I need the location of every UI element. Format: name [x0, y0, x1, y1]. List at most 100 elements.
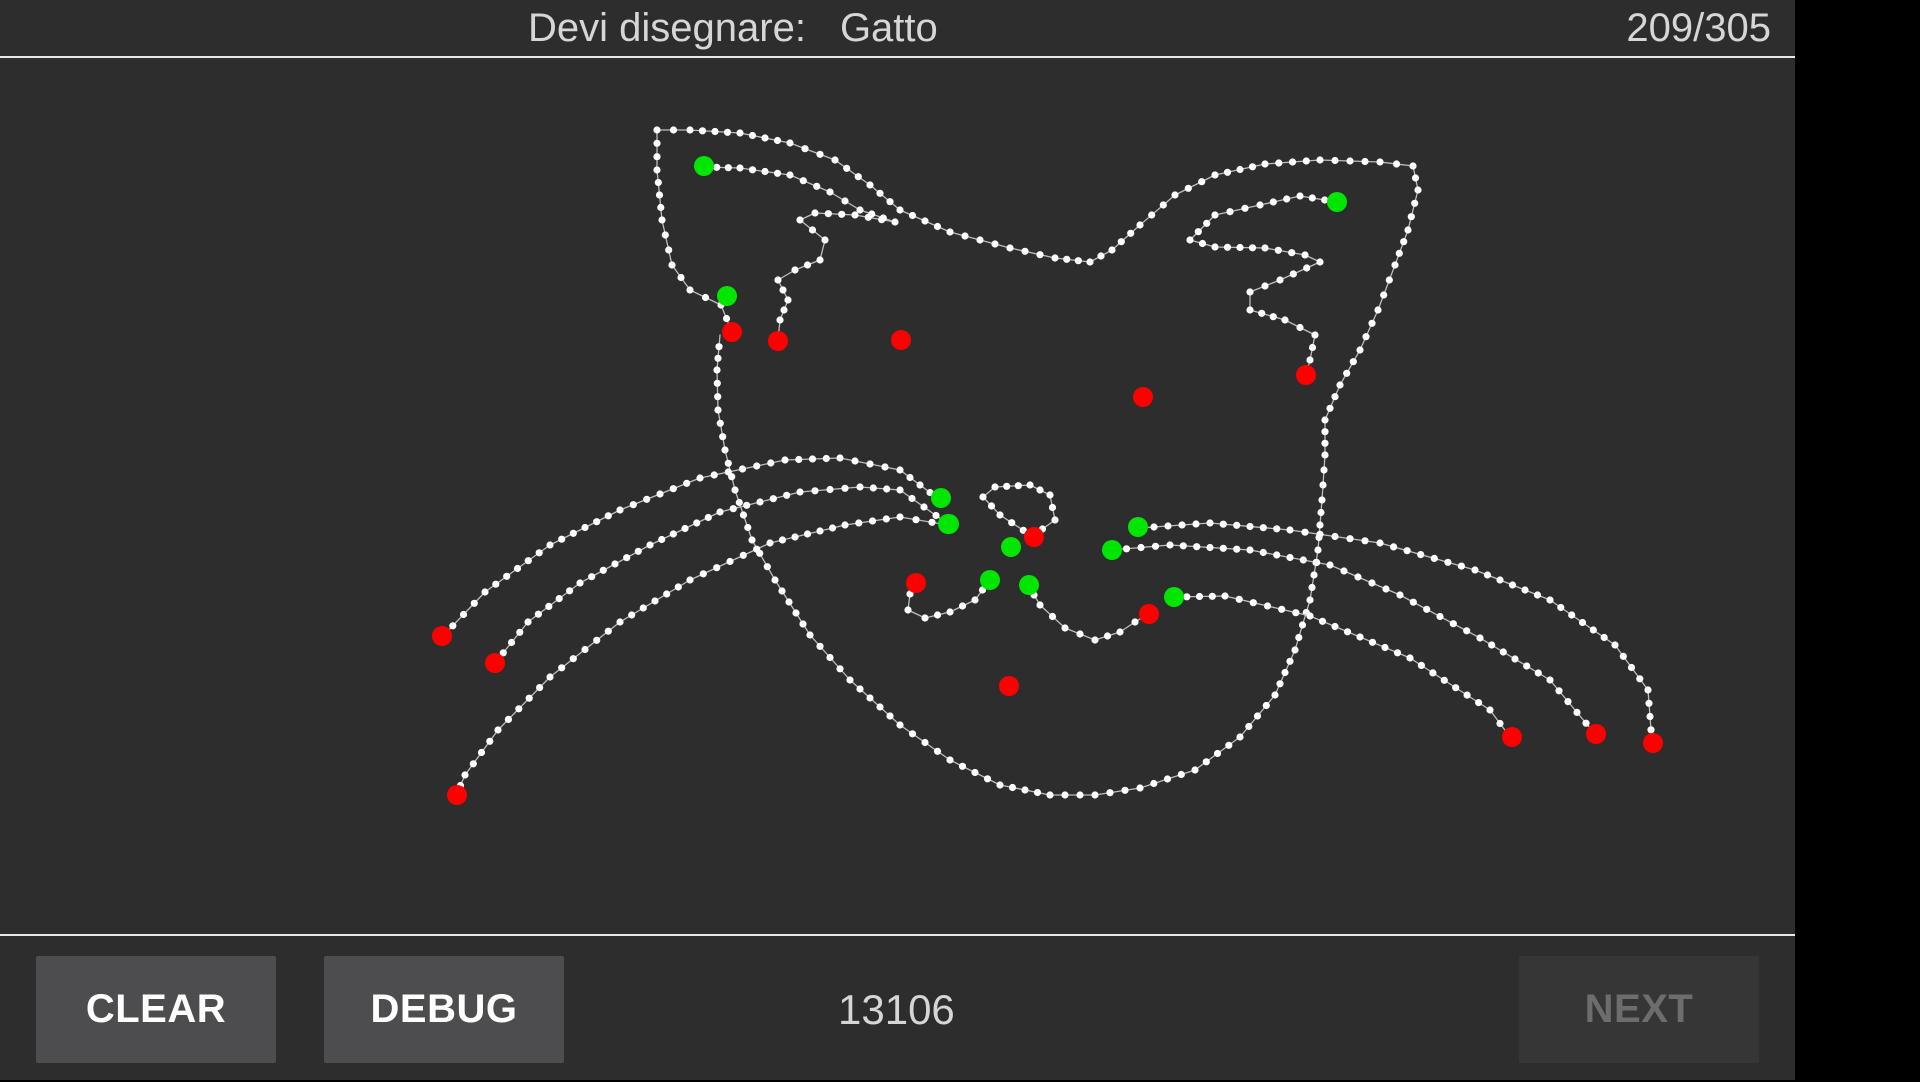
stroke-point	[836, 454, 844, 462]
stroke-point	[1122, 545, 1131, 553]
stroke-point	[1166, 541, 1174, 549]
stroke-point	[1499, 648, 1507, 656]
next-button[interactable]: NEXT	[1519, 956, 1759, 1063]
stroke-point	[1374, 306, 1382, 314]
stroke-point	[1568, 611, 1576, 619]
stroke-point	[639, 604, 647, 612]
stroke-point	[748, 131, 757, 140]
stroke-point	[1213, 749, 1222, 758]
stroke-point	[1003, 482, 1011, 490]
stroke-point	[1452, 684, 1460, 692]
stroke-point	[1521, 586, 1529, 594]
stroke-point	[799, 620, 807, 628]
stroke-point	[958, 602, 967, 610]
stroke-point	[946, 228, 954, 236]
stroke-point	[803, 261, 812, 269]
stroke-point	[856, 206, 864, 214]
stroke-point	[1400, 238, 1408, 246]
stroke-point	[1273, 525, 1281, 533]
stroke-point	[1225, 741, 1233, 749]
stroke-point	[1533, 591, 1542, 599]
stroke-point	[1619, 652, 1627, 660]
stroke-point	[1308, 583, 1316, 592]
stroke-point	[1281, 668, 1289, 677]
stroke-point	[855, 519, 863, 527]
stroke-point	[816, 527, 824, 535]
stroke-point	[1496, 576, 1504, 584]
stroke-end-marker	[1133, 387, 1153, 407]
stroke-point	[971, 768, 979, 777]
stroke-point	[1202, 758, 1210, 766]
stroke-point	[711, 127, 719, 136]
stroke-point	[713, 564, 721, 572]
stroke-point	[1301, 251, 1309, 259]
stroke-point	[1269, 198, 1277, 206]
stroke-point	[721, 446, 729, 454]
stroke-point	[773, 136, 782, 145]
stroke-point	[623, 554, 631, 562]
stroke-point	[1578, 618, 1587, 627]
stroke-point	[1302, 157, 1310, 165]
stroke-point	[1246, 546, 1254, 554]
stroke-point	[882, 515, 890, 523]
stroke-point	[1409, 598, 1417, 606]
stroke-point	[1091, 791, 1099, 799]
stroke-point	[1326, 404, 1334, 412]
stroke-point	[1321, 428, 1329, 436]
stroke-point	[1476, 634, 1484, 642]
stroke-end-marker	[999, 676, 1019, 696]
stroke-point	[1275, 159, 1283, 167]
stroke-point	[1046, 791, 1054, 799]
drawing-canvas[interactable]	[0, 58, 1795, 934]
clear-button[interactable]: CLEAR	[36, 956, 276, 1063]
stroke-point	[808, 455, 817, 463]
stroke-point	[1354, 573, 1362, 581]
stroke-point	[1320, 466, 1328, 474]
stroke-point	[841, 484, 849, 492]
stroke-point	[866, 460, 874, 468]
stroke-point	[535, 549, 543, 557]
stroke-point	[683, 479, 691, 487]
stroke-point	[655, 191, 664, 199]
stroke-point	[1395, 249, 1403, 257]
stroke-point	[1273, 551, 1281, 559]
stroke-point	[961, 232, 969, 240]
stroke-point	[1331, 622, 1339, 631]
stroke-point	[822, 454, 830, 463]
stroke-point	[856, 685, 864, 693]
stroke-point	[1298, 621, 1307, 629]
stroke-point	[566, 587, 574, 595]
stroke-point	[470, 599, 478, 607]
debug-button[interactable]: DEBUG	[324, 956, 564, 1063]
stroke-point	[1171, 191, 1179, 199]
stroke-point	[1248, 244, 1257, 252]
stroke-line	[1027, 584, 1149, 641]
stroke-point	[1274, 246, 1282, 254]
stroke-point	[669, 530, 677, 538]
stroke-point	[921, 738, 929, 747]
stroke-point	[1647, 726, 1655, 734]
stroke-point	[1221, 592, 1229, 600]
footer-bar: CLEAR DEBUG 13106 NEXT	[0, 934, 1795, 1082]
stroke-line	[704, 166, 896, 341]
stroke-point	[1381, 643, 1389, 652]
stroke-point	[686, 126, 694, 134]
stroke-end-marker	[722, 322, 742, 342]
stroke-point	[1223, 243, 1232, 251]
stroke-point	[806, 631, 814, 639]
stroke-point	[1573, 708, 1581, 717]
stroke-point	[933, 747, 942, 755]
stroke-point	[593, 636, 601, 644]
stroke-point	[669, 485, 677, 493]
stroke-point	[1286, 657, 1294, 665]
stroke-point	[1184, 184, 1192, 192]
stroke-point	[1208, 592, 1216, 600]
stroke-point	[525, 694, 533, 702]
stroke-point	[696, 474, 704, 482]
stroke-point	[763, 563, 771, 571]
stroke-point	[1245, 722, 1253, 731]
stroke-point	[846, 676, 854, 684]
stroke-point	[1246, 288, 1254, 296]
stroke-point	[761, 167, 769, 176]
stroke-point	[1048, 503, 1057, 512]
